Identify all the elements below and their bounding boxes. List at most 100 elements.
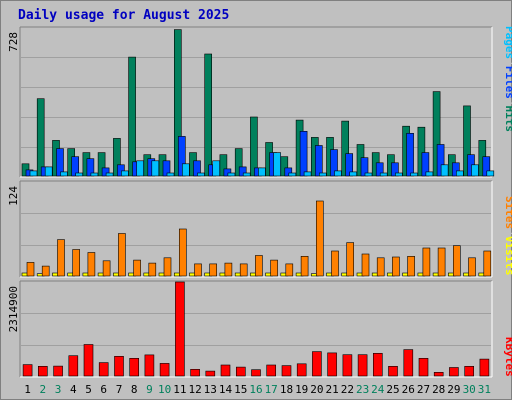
bar-pages-day-8 bbox=[136, 160, 144, 177]
legend-label: / bbox=[503, 99, 512, 106]
bar-kbytes-day-5 bbox=[83, 344, 94, 377]
y-max-tick-label: 728 bbox=[7, 32, 20, 52]
bar-kbytes-day-30 bbox=[464, 365, 475, 377]
day-label: 19 bbox=[295, 383, 308, 396]
bar-pages-day-23 bbox=[364, 172, 373, 177]
bar-pages-day-1 bbox=[29, 170, 38, 177]
bar-sites-day-6 bbox=[102, 260, 111, 277]
legend-label: / bbox=[503, 229, 512, 236]
bar-pages-day-12 bbox=[197, 172, 205, 177]
bar-files-day-22 bbox=[345, 153, 354, 177]
bar-sites-day-28 bbox=[437, 247, 446, 277]
bar-hits-day-22 bbox=[341, 120, 350, 177]
day-label: 16 bbox=[249, 383, 262, 396]
bar-kbytes-day-3 bbox=[53, 365, 63, 377]
bar-sites-day-21 bbox=[331, 250, 339, 277]
bar-sites-day-14 bbox=[224, 262, 233, 277]
bar-sites-day-26 bbox=[407, 255, 415, 277]
bar-kbytes-day-26 bbox=[403, 349, 414, 377]
day-label: 26 bbox=[402, 383, 415, 396]
day-label: 31 bbox=[478, 383, 491, 396]
legend-label: Files bbox=[503, 66, 512, 99]
y-max-tick-label: 124 bbox=[7, 186, 20, 206]
bar-kbytes-day-27 bbox=[418, 357, 429, 377]
bar-sites-day-18 bbox=[285, 263, 294, 277]
day-label: 11 bbox=[173, 383, 186, 396]
bar-kbytes-day-1 bbox=[22, 364, 33, 377]
bar-kbytes-day-7 bbox=[114, 355, 124, 377]
bar-kbytes-day-6 bbox=[98, 362, 109, 377]
bar-kbytes-day-25 bbox=[388, 365, 398, 377]
bar-sites-day-17 bbox=[270, 259, 278, 277]
bar-kbytes-day-4 bbox=[68, 355, 79, 377]
bar-files-day-12 bbox=[193, 160, 201, 177]
bar-pages-day-17 bbox=[273, 152, 281, 177]
bar-sites-day-27 bbox=[422, 247, 431, 277]
day-label: 4 bbox=[70, 383, 77, 396]
legend-label: Pages bbox=[503, 26, 512, 59]
bar-hits-day-8 bbox=[128, 56, 136, 177]
panel-kbytes: 2314900 KBytes bbox=[7, 280, 512, 378]
bar-sites-day-13 bbox=[209, 263, 217, 277]
day-label: 1 bbox=[24, 383, 31, 396]
bar-pages-day-5 bbox=[90, 172, 99, 177]
bar-sites-day-31 bbox=[483, 250, 492, 277]
bar-kbytes-day-23 bbox=[357, 354, 368, 377]
bar-hits-day-13 bbox=[204, 53, 212, 177]
bar-pages-day-2 bbox=[44, 166, 53, 177]
day-label: 13 bbox=[204, 383, 217, 396]
day-label: 8 bbox=[131, 383, 138, 396]
bar-kbytes-day-19 bbox=[296, 363, 307, 377]
bar-files-day-23 bbox=[360, 157, 369, 177]
bar-pages-day-19 bbox=[303, 171, 312, 177]
bar-pages-day-31 bbox=[486, 170, 495, 177]
legend-hits-files-pages: Pages/Files/Hits bbox=[503, 26, 512, 132]
bar-pages-day-26 bbox=[410, 172, 418, 177]
bar-sites-day-19 bbox=[300, 255, 309, 277]
bar-files-day-27 bbox=[421, 152, 430, 177]
series-pages bbox=[29, 152, 495, 177]
day-label: 5 bbox=[85, 383, 92, 396]
series-files bbox=[25, 131, 491, 177]
bar-sites-day-9 bbox=[148, 262, 157, 277]
bar-files-day-25 bbox=[391, 162, 399, 177]
day-label: 25 bbox=[386, 383, 399, 396]
bar-sites-day-12 bbox=[194, 263, 202, 277]
day-label: 24 bbox=[371, 383, 385, 396]
bar-kbytes-day-13 bbox=[205, 370, 216, 377]
bar-pages-day-16 bbox=[258, 167, 266, 177]
bar-kbytes-day-28 bbox=[433, 371, 444, 377]
bar-files-day-3 bbox=[56, 148, 64, 177]
bar-files-day-6 bbox=[101, 167, 110, 177]
bar-pages-day-9 bbox=[151, 160, 160, 177]
bar-kbytes-day-21 bbox=[327, 352, 337, 377]
bar-pages-day-3 bbox=[60, 171, 68, 177]
bar-sites-day-11 bbox=[179, 228, 187, 277]
day-label: 28 bbox=[432, 383, 445, 396]
bar-pages-day-29 bbox=[455, 170, 464, 177]
bar-kbytes-day-24 bbox=[372, 352, 383, 377]
day-label: 3 bbox=[55, 383, 62, 396]
bar-files-day-11 bbox=[178, 136, 186, 177]
bar-files-day-4 bbox=[71, 156, 79, 177]
day-label: 14 bbox=[219, 383, 233, 396]
day-label: 27 bbox=[417, 383, 430, 396]
bar-pages-day-13 bbox=[212, 160, 220, 177]
bar-kbytes-day-11 bbox=[175, 281, 185, 377]
bar-sites-day-29 bbox=[452, 245, 461, 277]
day-label: 20 bbox=[310, 383, 323, 396]
bar-hits-day-16 bbox=[250, 116, 258, 177]
bar-files-day-29 bbox=[451, 162, 460, 177]
bar-files-day-15 bbox=[238, 166, 247, 177]
bar-sites-day-25 bbox=[392, 256, 400, 277]
bar-kbytes-day-17 bbox=[266, 364, 277, 377]
bar-kbytes-day-14 bbox=[220, 364, 231, 377]
bar-pages-day-10 bbox=[166, 172, 175, 177]
day-label: 29 bbox=[447, 383, 460, 396]
bar-hits-day-11 bbox=[174, 29, 182, 177]
bar-files-day-28 bbox=[436, 144, 445, 177]
day-label: 9 bbox=[146, 383, 153, 396]
bar-sites-day-15 bbox=[239, 263, 248, 277]
